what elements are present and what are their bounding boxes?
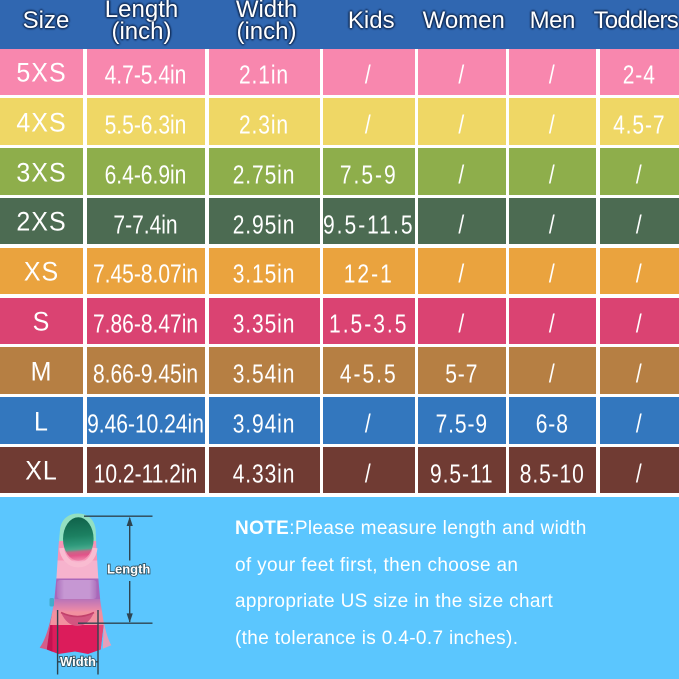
svg-text:Width: Width bbox=[60, 654, 96, 669]
svg-text:Length: Length bbox=[107, 562, 150, 577]
